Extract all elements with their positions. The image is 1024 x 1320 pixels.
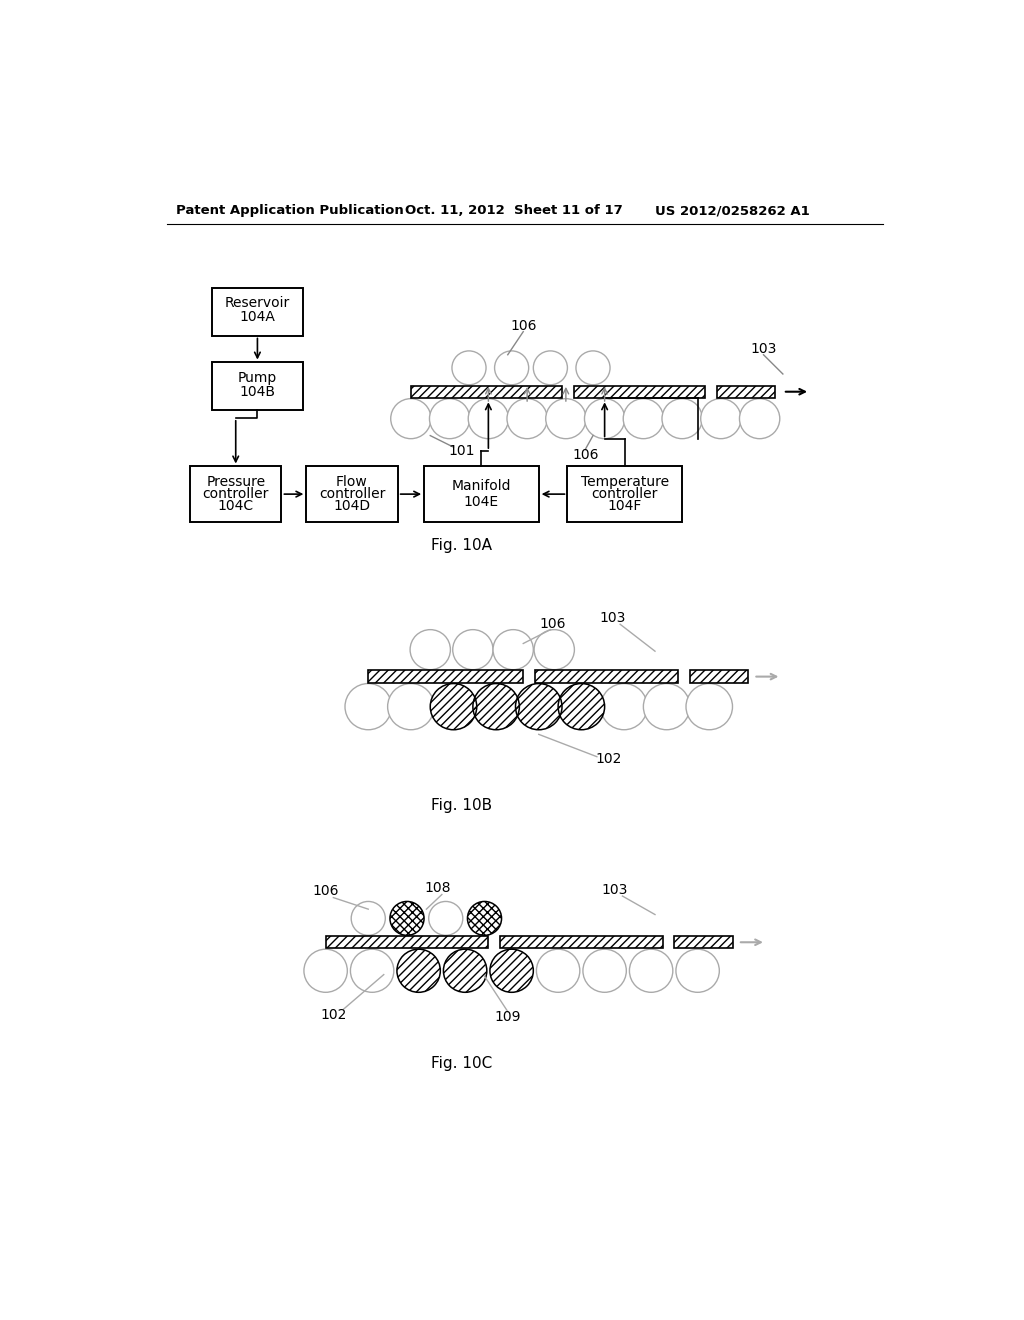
Circle shape — [534, 351, 567, 385]
Circle shape — [495, 351, 528, 385]
Bar — [212, 288, 303, 335]
Circle shape — [585, 399, 625, 438]
Text: Fig. 10A: Fig. 10A — [431, 539, 492, 553]
Text: 109: 109 — [495, 1010, 521, 1024]
Bar — [675, 936, 732, 948]
Bar — [573, 385, 706, 397]
Text: 106: 106 — [312, 884, 339, 899]
Text: Pressure: Pressure — [206, 475, 265, 488]
Text: Reservoir: Reservoir — [225, 296, 290, 310]
Bar — [369, 671, 523, 682]
Circle shape — [601, 684, 647, 730]
Text: controller: controller — [203, 487, 269, 502]
Bar — [212, 363, 303, 411]
Text: 104D: 104D — [334, 499, 371, 513]
Circle shape — [493, 630, 534, 669]
Circle shape — [452, 351, 486, 385]
Text: 103: 103 — [601, 883, 628, 896]
Bar — [717, 385, 775, 397]
Text: 103: 103 — [599, 611, 626, 626]
Circle shape — [410, 630, 451, 669]
Text: 104C: 104C — [218, 499, 254, 513]
Bar — [500, 936, 663, 948]
Circle shape — [443, 949, 486, 993]
Text: Pump: Pump — [238, 371, 278, 385]
Bar — [411, 385, 562, 397]
Bar — [690, 671, 748, 682]
Circle shape — [643, 684, 690, 730]
Circle shape — [391, 399, 431, 438]
Text: 106: 106 — [510, 319, 537, 333]
Bar — [306, 466, 397, 521]
Text: 104A: 104A — [240, 310, 275, 323]
Circle shape — [467, 902, 502, 936]
Circle shape — [453, 630, 493, 669]
Circle shape — [430, 684, 477, 730]
Circle shape — [507, 399, 547, 438]
Text: Temperature: Temperature — [581, 475, 669, 488]
Circle shape — [304, 949, 347, 993]
Circle shape — [686, 684, 732, 730]
Bar — [190, 466, 282, 521]
Bar — [717, 385, 775, 397]
Text: 106: 106 — [540, 618, 566, 631]
Circle shape — [676, 949, 719, 993]
Text: 103: 103 — [751, 342, 776, 355]
Bar — [500, 936, 663, 948]
Text: controller: controller — [318, 487, 385, 502]
Text: 104F: 104F — [607, 499, 642, 513]
Circle shape — [351, 902, 385, 936]
Text: Fig. 10C: Fig. 10C — [431, 1056, 492, 1071]
Text: Patent Application Publication: Patent Application Publication — [176, 205, 403, 218]
Circle shape — [535, 630, 574, 669]
Text: Flow: Flow — [336, 475, 368, 488]
Text: 104B: 104B — [240, 384, 275, 399]
Circle shape — [546, 399, 586, 438]
Bar — [424, 466, 539, 521]
Text: 102: 102 — [595, 752, 622, 766]
Text: Fig. 10B: Fig. 10B — [431, 797, 492, 813]
Text: 104E: 104E — [464, 495, 499, 508]
Circle shape — [583, 949, 627, 993]
Circle shape — [700, 399, 741, 438]
Circle shape — [630, 949, 673, 993]
Text: Oct. 11, 2012  Sheet 11 of 17: Oct. 11, 2012 Sheet 11 of 17 — [406, 205, 624, 218]
Bar — [567, 466, 682, 521]
Circle shape — [350, 949, 394, 993]
Circle shape — [468, 399, 509, 438]
Bar — [690, 671, 748, 682]
Circle shape — [575, 351, 610, 385]
Circle shape — [489, 949, 534, 993]
Bar — [326, 936, 488, 948]
Circle shape — [558, 684, 604, 730]
Circle shape — [397, 949, 440, 993]
Text: 106: 106 — [572, 447, 598, 462]
Bar — [411, 385, 562, 397]
Circle shape — [662, 399, 702, 438]
Text: 108: 108 — [425, 882, 452, 895]
Bar — [326, 936, 488, 948]
Bar — [573, 385, 706, 397]
Circle shape — [429, 399, 470, 438]
Bar — [369, 671, 523, 682]
Circle shape — [429, 902, 463, 936]
Bar — [535, 671, 678, 682]
Bar — [535, 671, 678, 682]
Circle shape — [345, 684, 391, 730]
Text: 101: 101 — [449, 444, 474, 458]
Circle shape — [390, 902, 424, 936]
Text: 102: 102 — [321, 1007, 346, 1022]
Circle shape — [624, 399, 664, 438]
Circle shape — [473, 684, 519, 730]
Circle shape — [388, 684, 434, 730]
Circle shape — [537, 949, 580, 993]
Text: Manifold: Manifold — [452, 479, 511, 494]
Circle shape — [739, 399, 779, 438]
Bar — [675, 936, 732, 948]
Circle shape — [515, 684, 562, 730]
Text: controller: controller — [592, 487, 658, 502]
Text: US 2012/0258262 A1: US 2012/0258262 A1 — [655, 205, 810, 218]
